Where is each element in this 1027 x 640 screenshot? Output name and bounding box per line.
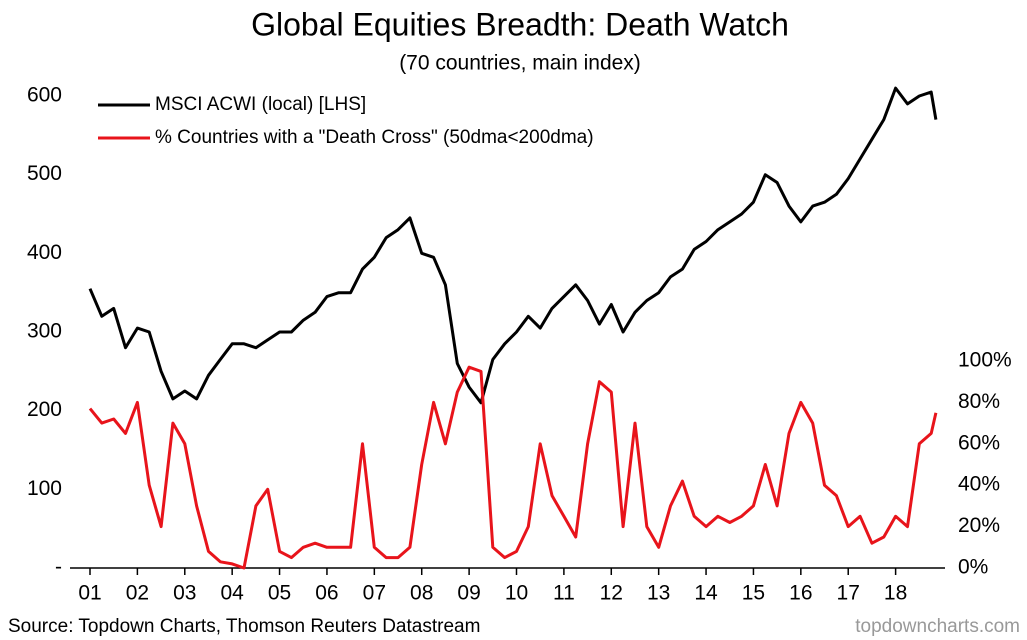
x-tick-label: 05	[268, 582, 291, 605]
x-tick-label: 09	[457, 582, 480, 605]
chart-subtitle: (70 countries, main index)	[399, 52, 641, 75]
x-tick-label: 10	[505, 582, 528, 605]
y2-tick-label: 60%	[958, 431, 1000, 454]
x-tick-label: 03	[173, 582, 196, 605]
y-tick-label: 600	[27, 84, 62, 107]
series-line	[88, 365, 938, 570]
x-tick-label: 12	[600, 582, 623, 605]
x-tick-label: 13	[647, 582, 670, 605]
x-tick-label: 17	[837, 582, 860, 605]
legend-label: % Countries with a "Death Cross" (50dma<…	[155, 127, 594, 148]
x-tick-label: 08	[410, 582, 433, 605]
x-tick-label: 11	[553, 582, 575, 605]
x-tick-label: 04	[220, 582, 244, 605]
y-tick-label: 400	[27, 241, 62, 264]
y2-tick-label: 80%	[958, 390, 1000, 413]
x-tick-label: 02	[126, 582, 149, 605]
chart-title: Global Equities Breadth: Death Watch	[251, 6, 789, 42]
y-tick-label: 500	[27, 162, 62, 185]
x-tick-label: 18	[884, 582, 907, 605]
y2-tick-label: 20%	[958, 514, 1000, 537]
x-tick-label: 15	[742, 582, 765, 605]
y-tick-label: 200	[27, 398, 62, 421]
y-tick-label: 100	[27, 477, 62, 500]
y2-tick-label: 100%	[958, 349, 1012, 372]
x-tick-label: 01	[78, 582, 101, 605]
legend-label: MSCI ACWI (local) [LHS]	[155, 94, 366, 115]
series-line	[88, 86, 938, 405]
y2-tick-label: 0%	[958, 556, 988, 579]
x-tick-label: 07	[363, 582, 386, 605]
x-tick-label: 16	[789, 582, 812, 605]
y-tick-label: -	[55, 556, 62, 579]
x-tick-label: 14	[694, 582, 718, 605]
y-tick-label: 300	[27, 320, 62, 343]
source: Source: Topdown Charts, Thomson Reuters …	[8, 616, 480, 637]
x-tick-label: 06	[315, 582, 338, 605]
y2-tick-label: 40%	[958, 473, 1000, 496]
watermark: topdowncharts.com	[855, 616, 1020, 637]
